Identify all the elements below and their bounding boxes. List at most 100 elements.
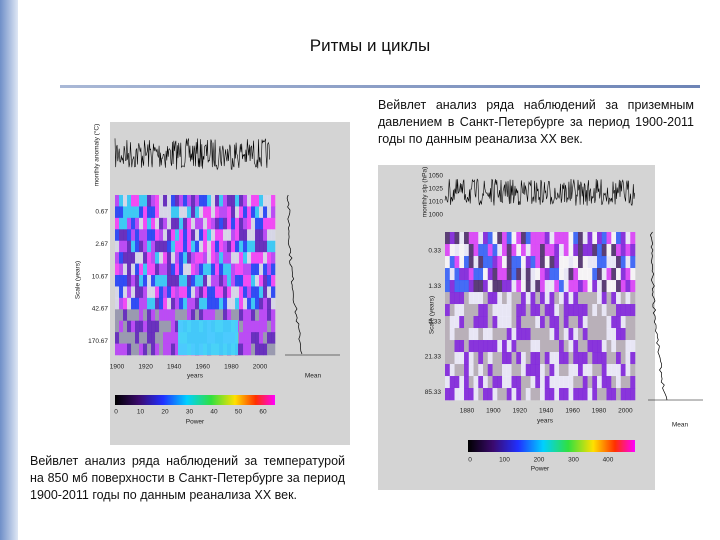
label: 1980 xyxy=(592,408,607,415)
spectrum-cell xyxy=(215,217,220,230)
spectrum-cell xyxy=(535,268,541,281)
spectrum-cell xyxy=(203,275,208,287)
spectrum-cell xyxy=(259,320,264,333)
spectrum-cell xyxy=(549,352,555,365)
spectrum-cell xyxy=(235,297,240,310)
spectrum-cell xyxy=(163,332,168,344)
spectrum-cell xyxy=(516,256,522,269)
label: 1960 xyxy=(565,408,580,415)
spectrum-cell xyxy=(267,195,272,207)
spectrum-cell xyxy=(131,332,136,344)
spectrum-cell xyxy=(227,206,232,219)
spectrum-cell xyxy=(219,275,224,287)
spectrum-cell xyxy=(147,320,152,333)
spectrum-cell xyxy=(573,328,579,341)
spectrum-cell xyxy=(259,343,264,356)
spectrum-cell xyxy=(540,256,546,269)
spectrum-cell xyxy=(554,268,560,281)
spectrum-cell xyxy=(167,252,172,264)
spectrum-cell xyxy=(147,217,152,230)
spectrum-cell xyxy=(239,217,244,230)
spectrum-cell xyxy=(267,263,272,276)
spectrum-cell xyxy=(199,206,204,219)
spectrum-cell xyxy=(549,304,555,317)
spectrum-cell xyxy=(544,352,550,365)
spectrum-cell xyxy=(464,292,470,305)
spectrum-cell xyxy=(445,376,451,389)
spectrum-cell xyxy=(597,232,603,245)
spectrum-cell xyxy=(131,240,136,253)
spectrum-cell xyxy=(207,229,212,242)
spectrum-cell xyxy=(573,316,579,329)
spectrum-cell xyxy=(587,340,593,353)
spectrum-cell xyxy=(251,263,256,276)
label: 1900 xyxy=(486,408,501,415)
spectrum-cell xyxy=(497,364,503,377)
spectrum-cell xyxy=(544,280,550,293)
spectrum-cell xyxy=(592,328,598,341)
label: 20 xyxy=(161,409,169,416)
spectrum-cell xyxy=(502,268,508,281)
spectrum-cell xyxy=(143,252,148,264)
spectrum-cell xyxy=(239,240,244,253)
spectrum-cell xyxy=(630,256,636,269)
spectrum-cell xyxy=(227,286,232,299)
spectrum-cell xyxy=(540,364,546,377)
spectrum-cell xyxy=(549,340,555,353)
spectrum-cell xyxy=(540,292,546,305)
spectrum-cell xyxy=(267,297,272,310)
spectrum-cell xyxy=(171,275,176,287)
spectrum-cell xyxy=(592,352,598,365)
spectrum-cell xyxy=(601,376,607,389)
spectrum-cell xyxy=(203,263,208,276)
spectrum-cell xyxy=(139,286,144,299)
spectrum-cell xyxy=(239,275,244,287)
spectrum-cell xyxy=(119,286,124,299)
spectrum-cell xyxy=(159,275,164,287)
spectrum-cell xyxy=(445,232,451,245)
spectrum-cell xyxy=(127,195,132,207)
spectrum-cell xyxy=(630,244,636,257)
spectrum-cell xyxy=(219,217,224,230)
spectrum-cell xyxy=(187,275,192,287)
spectrum-cell xyxy=(207,217,212,230)
spectrum-cell xyxy=(115,195,120,207)
spectrum-cell xyxy=(554,232,560,245)
spectrum-cell xyxy=(473,316,479,329)
label: 0.67 xyxy=(95,209,108,216)
spectrum-cell xyxy=(263,297,268,310)
spectrum-cell xyxy=(171,343,176,356)
spectrum-cell xyxy=(630,232,636,245)
spectrum-cell xyxy=(131,320,136,333)
spectrum-cell xyxy=(143,263,148,276)
spectrum-cell xyxy=(263,195,268,207)
spectrum-cell xyxy=(199,229,204,242)
spectrum-cell xyxy=(247,263,252,276)
spectrum-cell xyxy=(127,343,132,356)
spectrum-cell xyxy=(568,256,574,269)
spectrum-cell xyxy=(521,364,527,377)
spectrum-cell xyxy=(171,217,176,230)
spectrum-cell xyxy=(147,286,152,299)
spectrum-cell xyxy=(203,252,208,264)
spectrum-cell xyxy=(175,240,180,253)
spectrum-cell xyxy=(151,240,156,253)
spectrum-cell xyxy=(155,320,160,333)
spectrum-cell xyxy=(630,328,636,341)
spectrum-cell xyxy=(151,332,156,344)
spectrum-cell xyxy=(525,328,531,341)
spectrum-cell xyxy=(263,332,268,344)
spectrum-cell xyxy=(464,352,470,365)
spectrum-cell xyxy=(151,229,156,242)
spectrum-cell xyxy=(559,268,565,281)
spectrum-cell xyxy=(616,376,622,389)
spectrum-cell xyxy=(620,316,626,329)
spectrum-cell xyxy=(625,268,631,281)
spectrum-cell xyxy=(478,232,484,245)
spectrum-cell xyxy=(616,280,622,293)
spectrum-cell xyxy=(473,388,479,401)
spectrum-cell xyxy=(191,286,196,299)
spectrum-cell xyxy=(235,206,240,219)
spectrum-cell xyxy=(199,286,204,299)
spectrum-cell xyxy=(521,256,527,269)
